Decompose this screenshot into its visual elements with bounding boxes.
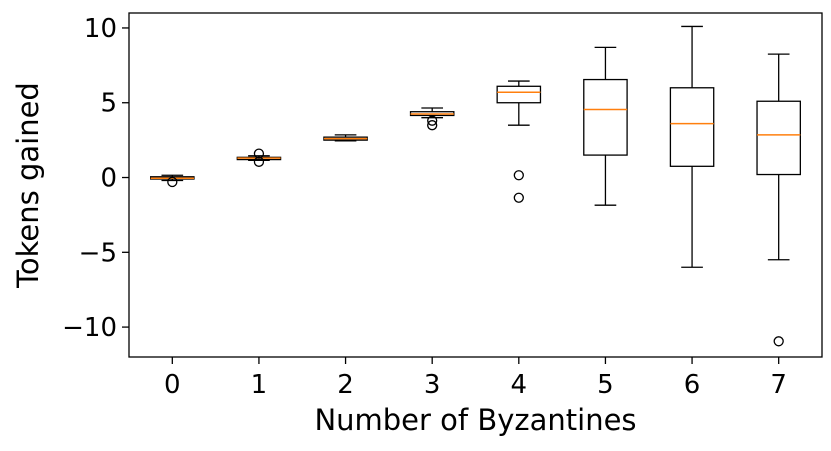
x-tick-label: 6 [684,370,701,400]
y-tick-label: −5 [79,238,117,268]
axes: −10 −5 0 5 10 0 1 2 3 4 5 6 7 [62,14,787,400]
iqr-box [669,87,715,167]
box-group-3 [409,107,455,131]
outlier-point [253,156,265,167]
x-tick-label: 2 [337,370,354,400]
y-tick-label: −10 [62,313,117,343]
box-group-6 [669,25,715,268]
outlier-point [427,120,438,131]
iqr-box [583,78,628,156]
x-tick-label: 3 [424,370,441,400]
box-group-5 [583,46,628,206]
outlier-point [513,192,524,203]
iqr-box [496,85,542,104]
x-tick-label: 7 [770,370,787,400]
x-tick-label: 1 [251,370,268,400]
plot-area [150,25,801,347]
y-tick-label: 0 [100,164,117,194]
x-tick-label: 4 [511,370,528,400]
y-tick-label: 5 [100,89,117,119]
outlier-point [427,115,438,126]
box-group-1 [236,148,282,167]
outlier-point [253,148,265,159]
x-tick-label: 0 [164,370,181,400]
outlier-point [773,336,784,347]
box-group-0 [150,174,195,188]
plot-frame [128,12,823,358]
box-group-2 [323,134,368,142]
y-axis-label: Tokens gained [11,82,45,289]
y-tick-label: 10 [84,14,117,44]
x-tick-label: 5 [597,370,614,400]
outlier-point [513,170,524,181]
box-group-4 [496,80,542,203]
outlier-point [167,176,178,188]
box-group-7 [756,53,801,347]
x-axis-label: Number of Byzantines [314,403,636,437]
iqr-box [756,100,801,176]
